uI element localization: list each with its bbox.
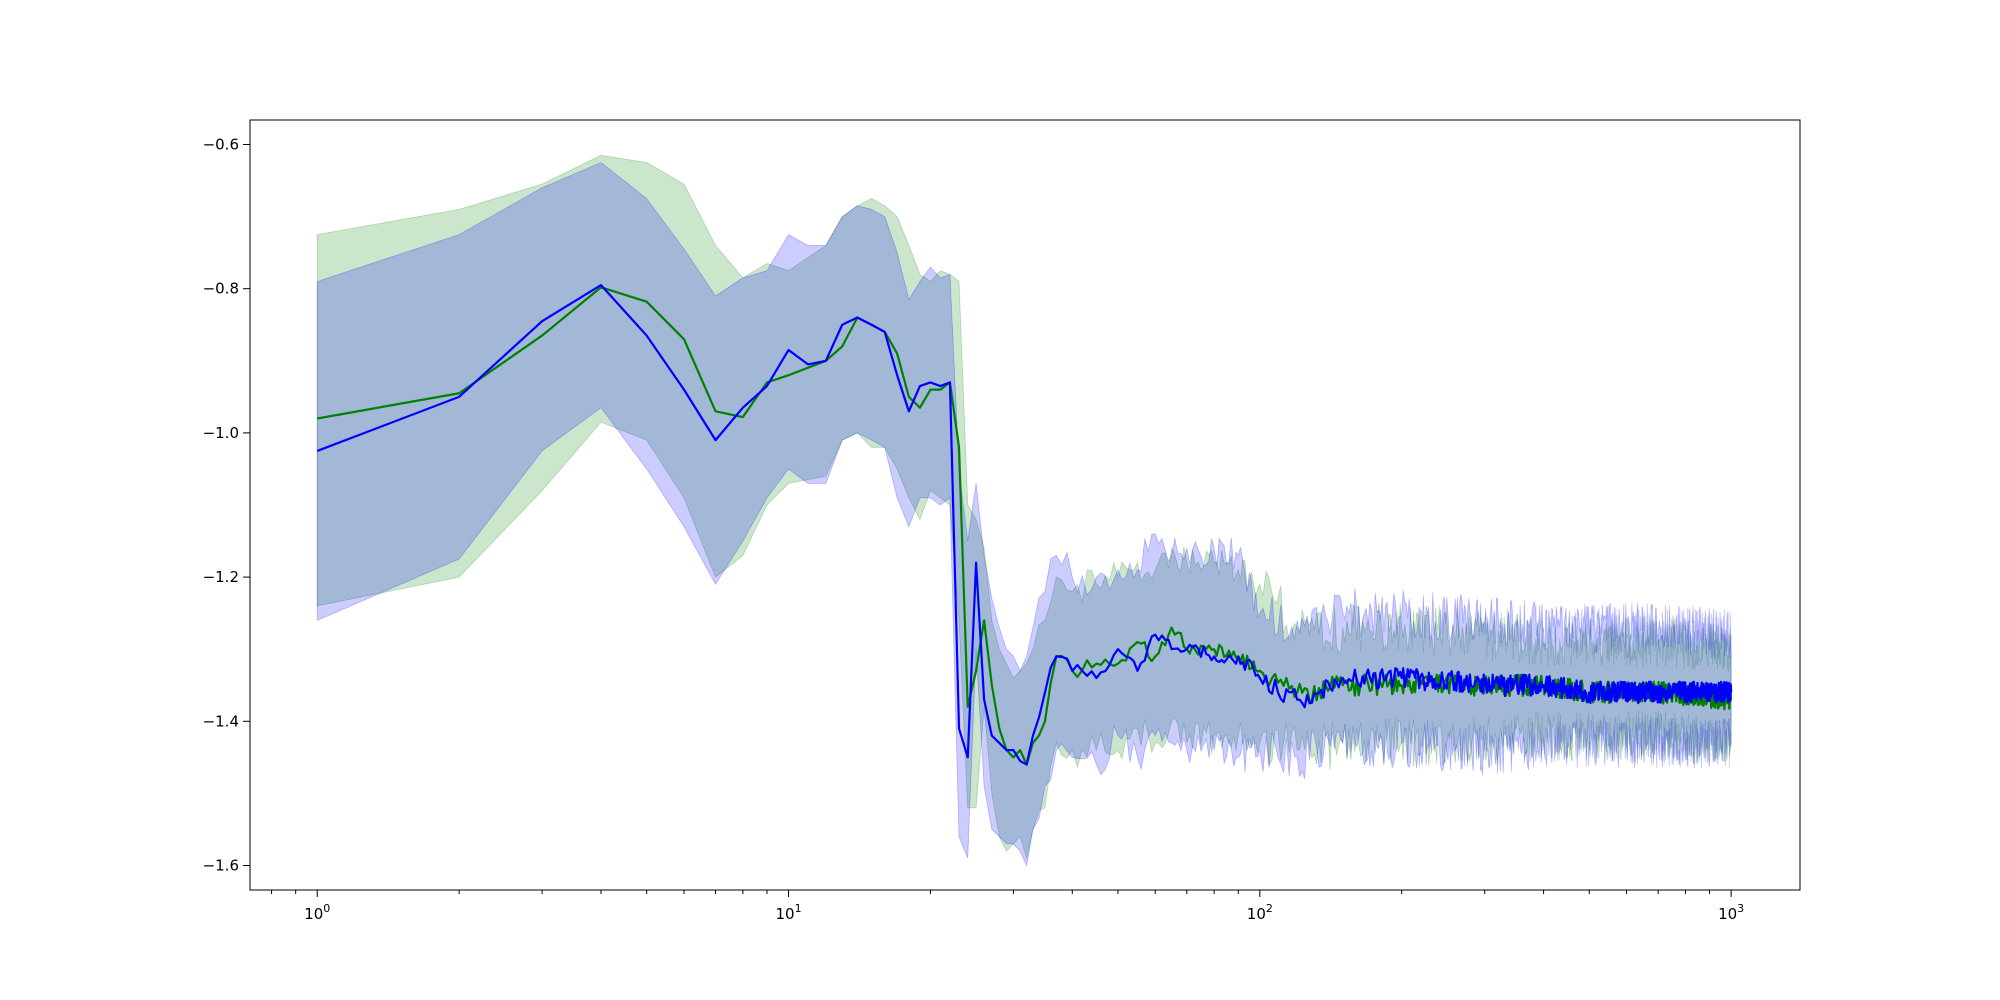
y-tick-label: −1.4 xyxy=(203,712,239,730)
series-lines xyxy=(316,284,1733,766)
x-tick-label: 103 xyxy=(1718,902,1744,923)
y-tick-label: −1.2 xyxy=(203,568,239,586)
x-tick-label: 102 xyxy=(1247,902,1273,923)
y-tick-label: −1.0 xyxy=(203,424,239,442)
plot-frame xyxy=(249,119,1801,891)
x-tick-label: 100 xyxy=(304,902,330,923)
x-axis: 100 101 102 103 xyxy=(271,890,1744,923)
y-axis: −0.6 −0.8 −1.0 −1.2 −1.4 −1.6 xyxy=(203,136,250,874)
x-tick-label: 101 xyxy=(775,902,801,923)
y-tick-label: −0.6 xyxy=(203,136,239,154)
y-tick-label: −1.6 xyxy=(203,856,239,874)
series-2-line xyxy=(316,284,1733,766)
y-tick-label: −0.8 xyxy=(203,280,239,298)
